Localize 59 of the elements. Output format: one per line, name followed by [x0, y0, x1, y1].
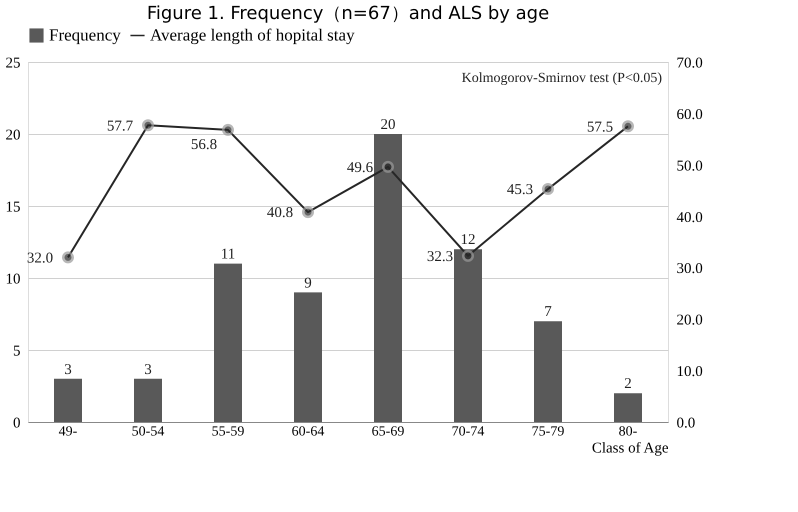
point — [382, 160, 394, 173]
bar — [534, 321, 562, 422]
y2-tick-label: 20.0 — [676, 312, 703, 329]
bar — [134, 378, 162, 422]
y2-tick-label: 30.0 — [676, 261, 703, 278]
x-tick-label: 65-69 — [372, 424, 404, 440]
point — [462, 250, 474, 262]
y2-tick-label: 50.0 — [676, 158, 703, 174]
y2-tick-label: 40.0 — [676, 210, 703, 226]
data-label: 57.7 — [106, 118, 134, 134]
data-label: 40.8 — [266, 205, 294, 222]
x-axis-title: Class of Age — [592, 440, 669, 456]
point — [622, 120, 634, 132]
bar — [294, 292, 322, 422]
point — [222, 124, 234, 136]
data-label: 2 — [624, 376, 632, 392]
point — [302, 206, 314, 218]
y2-tick-label: 10.0 — [676, 364, 703, 380]
x-tick-label: 70-74 — [452, 424, 484, 440]
x-tick-label: 49- — [58, 424, 78, 440]
bar — [214, 264, 242, 422]
point — [62, 251, 74, 264]
data-label: 12 — [460, 232, 476, 248]
chart-title: Figure 1. Frequency（n=67）and ALS by age — [146, 3, 550, 24]
bar — [54, 378, 82, 422]
y-tick-label: 25 — [6, 56, 20, 72]
data-label: 56.8 — [190, 136, 218, 153]
x-tick-label: 60-64 — [292, 424, 324, 440]
bar — [374, 134, 402, 422]
y-tick-label: 5 — [13, 344, 20, 360]
x-tick-label: 50-54 — [132, 424, 164, 440]
data-label: 3 — [64, 362, 72, 378]
x-tick-label: 55-59 — [212, 424, 244, 440]
point — [542, 183, 554, 196]
data-label: 11 — [220, 246, 236, 263]
y-tick-label: 10 — [6, 272, 20, 288]
y-tick-label: 0 — [13, 416, 20, 432]
y2-tick-label: 70.0 — [676, 56, 703, 72]
y-tick-label: 15 — [6, 200, 20, 216]
data-label: 3 — [144, 362, 152, 378]
data-label: 32.3 — [426, 248, 454, 265]
y-tick-label: 20 — [6, 128, 20, 144]
x-tick-label: 75-79 — [532, 424, 564, 440]
data-label: 20 — [380, 117, 396, 133]
bar — [614, 393, 642, 422]
y2-tick-label: 60.0 — [676, 106, 703, 123]
x-tick-label: 80- — [618, 424, 638, 440]
legend-label: Average length of hopital stay — [150, 26, 356, 44]
data-label: 49.6 — [346, 160, 374, 176]
bar — [454, 249, 482, 422]
legend-label: Frequency — [49, 26, 122, 44]
data-label: 57.5 — [586, 119, 614, 136]
y2-tick-label: 0.0 — [676, 416, 696, 432]
data-label: 45.3 — [506, 182, 534, 198]
data-label: 9 — [304, 275, 312, 292]
data-label: 32.0 — [26, 250, 54, 266]
annotation: Kolmogorov-Smirnov test (P<0.05) — [462, 71, 662, 86]
data-label: 7 — [544, 304, 552, 320]
point — [142, 119, 154, 132]
